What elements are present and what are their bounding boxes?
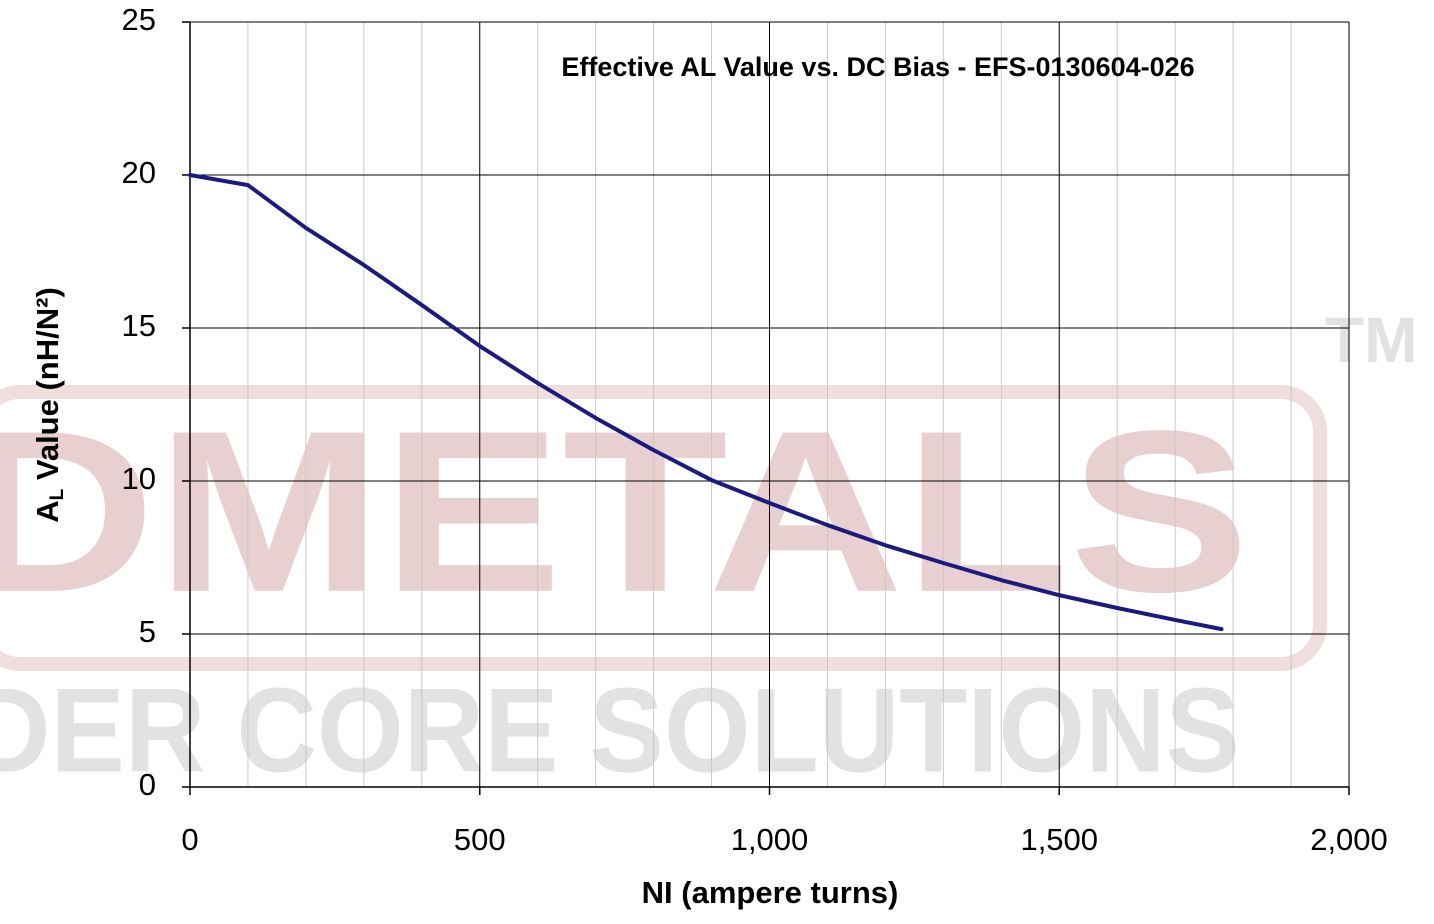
y-axis-title: AL Value (nH/N²) bbox=[30, 287, 68, 523]
chart-title: Effective AL Value vs. DC Bias - EFS-013… bbox=[561, 52, 1194, 82]
grid bbox=[182, 21, 1350, 795]
x-tick-label: 2,000 bbox=[1310, 822, 1388, 857]
plot bbox=[188, 173, 1224, 632]
x-tick-label: 1,000 bbox=[731, 822, 809, 857]
y-tick-label: 15 bbox=[122, 308, 156, 343]
watermark-text: DMETALS bbox=[0, 383, 1250, 640]
y-tick-label: 10 bbox=[122, 461, 156, 496]
watermark-mark: TM bbox=[1325, 304, 1417, 376]
watermark-frame bbox=[0, 385, 1327, 671]
x-tick-label: 0 bbox=[181, 822, 198, 857]
x-tick-label: 500 bbox=[454, 822, 506, 857]
line-series bbox=[188, 173, 1224, 632]
y-tick-label: 5 bbox=[139, 614, 156, 649]
y-axis-title-sub: L bbox=[47, 488, 68, 500]
y-tick-label: 20 bbox=[122, 155, 156, 190]
x-axis-title: NI (ampere turns) bbox=[642, 875, 899, 910]
watermark-subtext: DER CORE SOLUTIONS bbox=[0, 664, 1240, 798]
y-tick-label: 25 bbox=[122, 2, 156, 37]
watermark: DMETALS DER CORE SOLUTIONS TM bbox=[0, 304, 1417, 798]
x-tick-label: 1,500 bbox=[1020, 822, 1098, 857]
y-axis-title-rest: Value (nH/N²) bbox=[30, 287, 65, 489]
y-tick-label: 0 bbox=[139, 767, 156, 802]
y-axis-title-main: A bbox=[30, 500, 65, 522]
